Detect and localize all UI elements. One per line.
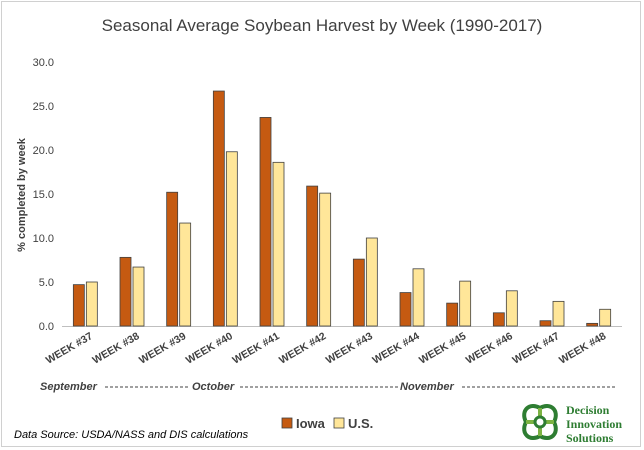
logo-line-3: Solutions bbox=[566, 431, 614, 445]
month-september: September bbox=[40, 381, 98, 393]
y-tick-label: 5.0 bbox=[39, 277, 54, 289]
bar-iowa bbox=[446, 302, 459, 327]
legend-swatch-us bbox=[333, 417, 345, 429]
x-tick-label: WEEK #38 bbox=[91, 330, 142, 366]
bar-iowa bbox=[352, 258, 365, 327]
x-tick-label: WEEK #37 bbox=[44, 330, 95, 366]
legend: Iowa U.S. bbox=[281, 416, 373, 431]
y-axis-label: % completed by week bbox=[16, 137, 28, 252]
y-tick-label: 20.0 bbox=[33, 145, 54, 157]
month-annotation: September October November bbox=[40, 381, 615, 393]
bar-us bbox=[365, 237, 378, 327]
bar-iowa bbox=[586, 322, 599, 327]
bar-us bbox=[132, 266, 145, 327]
knot-logo-icon bbox=[522, 403, 558, 441]
x-tick-label: WEEK #48 bbox=[557, 330, 608, 366]
bar-iowa bbox=[306, 185, 319, 327]
data-source-note: Data Source: USDA/NASS and DIS calculati… bbox=[14, 429, 249, 441]
x-tick-label: WEEK #47 bbox=[511, 330, 562, 366]
legend-label-us: U.S. bbox=[348, 416, 373, 431]
y-axis-ticks: 0.0 5.0 10.0 15.0 20.0 25.0 30.0 bbox=[33, 57, 54, 333]
company-logo: Decision Innovation Solutions bbox=[522, 403, 622, 445]
month-october: October bbox=[192, 381, 235, 393]
x-tick-label: WEEK #46 bbox=[464, 330, 515, 366]
bar-us bbox=[412, 268, 425, 327]
bar-us bbox=[599, 308, 612, 327]
bar-us bbox=[505, 290, 518, 327]
legend-swatch-iowa bbox=[281, 417, 293, 429]
bar-iowa bbox=[492, 312, 505, 327]
bar-us bbox=[272, 161, 285, 327]
legend-label-iowa: Iowa bbox=[296, 416, 326, 431]
x-tick-label: WEEK #39 bbox=[137, 330, 188, 366]
bar-iowa bbox=[539, 320, 552, 327]
bar-iowa bbox=[72, 284, 85, 327]
logo-line-2: Innovation bbox=[566, 417, 622, 431]
bar-iowa bbox=[259, 117, 272, 327]
bar-us bbox=[179, 222, 192, 327]
bar-us bbox=[552, 300, 565, 327]
bar-us bbox=[459, 280, 472, 327]
bar-us bbox=[319, 192, 332, 327]
bar-iowa bbox=[212, 90, 225, 327]
bar-iowa bbox=[166, 191, 179, 327]
x-tick-label: WEEK #41 bbox=[231, 330, 282, 366]
bar-iowa bbox=[119, 256, 132, 327]
x-tick-label: WEEK #45 bbox=[417, 330, 468, 366]
logo-line-1: Decision bbox=[566, 403, 610, 417]
x-tick-label: WEEK #42 bbox=[277, 330, 328, 366]
bars bbox=[72, 90, 612, 327]
y-tick-label: 25.0 bbox=[33, 101, 54, 113]
bar-us bbox=[85, 281, 98, 327]
bar-us bbox=[225, 151, 238, 327]
y-tick-label: 15.0 bbox=[33, 189, 54, 201]
x-tick-label: WEEK #44 bbox=[371, 330, 422, 366]
x-tick-label: WEEK #43 bbox=[324, 330, 375, 366]
chart-title: Seasonal Average Soybean Harvest by Week… bbox=[102, 16, 543, 35]
y-tick-label: 30.0 bbox=[33, 57, 54, 69]
x-tick-label: WEEK #40 bbox=[184, 330, 235, 366]
y-tick-label: 10.0 bbox=[33, 233, 54, 245]
bar-iowa bbox=[399, 292, 412, 327]
y-tick-label: 0.0 bbox=[39, 321, 54, 333]
month-november: November bbox=[400, 381, 455, 393]
